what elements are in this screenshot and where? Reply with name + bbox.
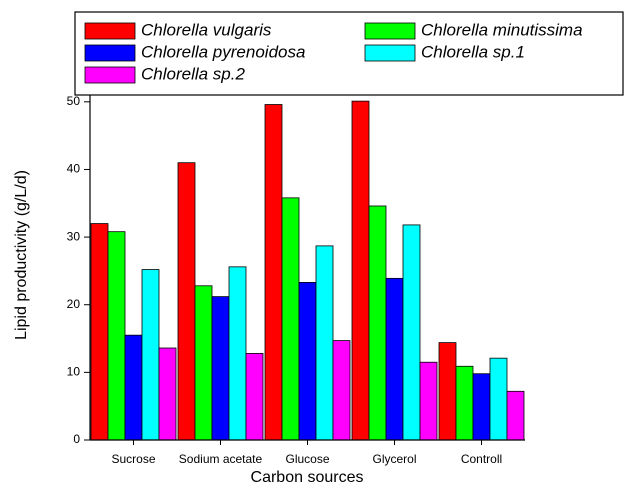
bar: [455, 365, 474, 441]
bar: [332, 340, 351, 441]
bar: [368, 205, 387, 441]
bar: [402, 224, 421, 441]
legend-swatch: [84, 22, 136, 40]
y-tick-label: 40: [67, 162, 81, 176]
y-tick-label: 20: [67, 297, 81, 311]
bar: [489, 357, 508, 441]
bar: [506, 390, 525, 441]
x-tick-label: Sodium acetate: [179, 452, 263, 466]
bar: [228, 266, 247, 441]
bar: [211, 296, 230, 441]
bar: [90, 223, 109, 441]
x-tick-label: Sucrose: [111, 452, 155, 466]
y-tick-label: 50: [67, 94, 81, 108]
legend-swatch: [84, 44, 136, 62]
bar: [385, 277, 404, 441]
bar: [472, 373, 491, 441]
bar: [351, 100, 370, 441]
y-tick-label: 10: [67, 365, 81, 379]
bar: [315, 245, 334, 441]
bar: [264, 104, 283, 441]
bar: [107, 231, 126, 441]
legend-swatch: [84, 66, 136, 84]
bar: [438, 342, 457, 441]
legend-label: Chlorella sp.1: [421, 42, 525, 61]
legend-box: [74, 11, 624, 96]
x-axis-label: Carbon sources: [251, 469, 364, 486]
bar: [298, 282, 317, 441]
y-tick-label: 30: [67, 229, 81, 243]
bar: [158, 347, 177, 441]
bar: [141, 269, 160, 441]
legend-label: Chlorella sp.2: [141, 64, 245, 83]
legend-label: Chlorella minutissima: [421, 20, 583, 39]
bar: [194, 285, 213, 441]
legend-swatch: [364, 44, 416, 62]
x-tick-label: Glycerol: [372, 452, 416, 466]
x-tick-label: Glucose: [285, 452, 329, 466]
legend-label: Chlorella pyrenoidosa: [141, 42, 305, 61]
x-tick-label: Controll: [461, 452, 502, 466]
bar: [177, 162, 196, 441]
bar: [245, 353, 264, 441]
bar: [124, 334, 143, 441]
bar: [419, 361, 438, 441]
legend-label: Chlorella vulgaris: [141, 20, 272, 39]
bar: [281, 197, 300, 441]
y-axis-label: Lipid productivity (g/L/d): [13, 170, 30, 340]
y-tick-label: 0: [73, 432, 80, 446]
legend-swatch: [364, 22, 416, 40]
